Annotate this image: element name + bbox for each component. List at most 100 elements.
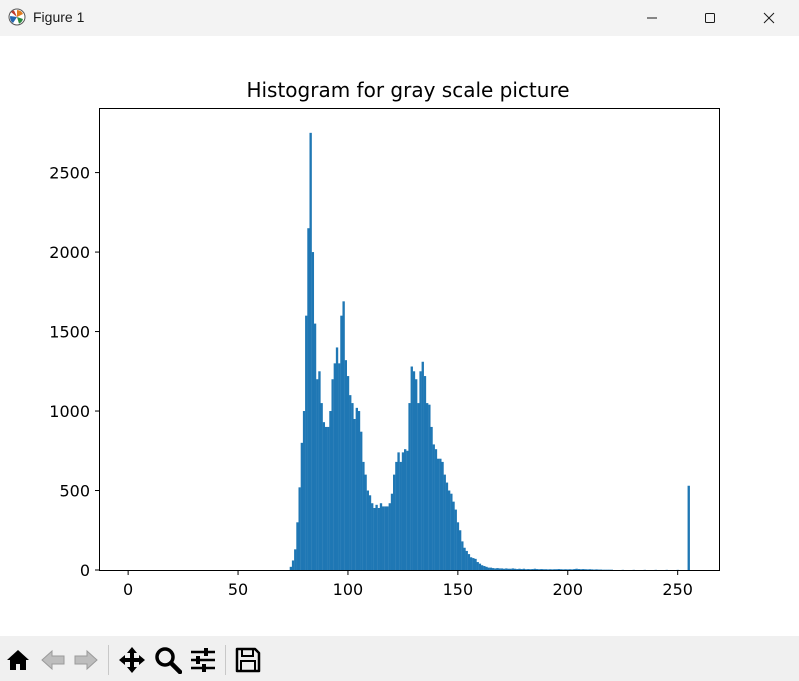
histogram-bar (289, 566, 293, 570)
histogram-bar (553, 569, 556, 570)
x-tick-label: 150 (443, 580, 474, 599)
histogram-bar (535, 569, 539, 570)
histogram-bar (538, 569, 541, 570)
back-button[interactable] (38, 645, 68, 675)
histogram-bar (338, 363, 341, 570)
histogram-bar (465, 550, 468, 570)
minimize-icon (647, 17, 657, 19)
figure-canvas[interactable]: Histogram for gray scale picture 0 50 100 1… (0, 36, 799, 636)
histogram-bar (331, 379, 334, 570)
zoom-button[interactable] (153, 645, 183, 675)
forward-button[interactable] (71, 645, 101, 675)
zoom-icon (155, 647, 182, 674)
configure-subplots-button[interactable] (188, 645, 218, 675)
x-tick-label: 100 (333, 580, 364, 599)
minimize-button[interactable] (623, 0, 681, 36)
histogram-bar (529, 569, 532, 570)
histogram-chart: Histogram for gray scale picture 0 50 100 1… (49, 78, 720, 599)
histogram-bar (419, 371, 422, 570)
histogram-bar (296, 522, 299, 570)
home-button[interactable] (3, 645, 33, 675)
histogram-bar (311, 252, 315, 570)
histogram-bar (302, 411, 306, 570)
histogram-bar (540, 569, 543, 570)
histogram-bar (560, 569, 563, 570)
histogram-bar (542, 569, 545, 570)
histogram-bar (366, 490, 369, 570)
histogram-bar (456, 522, 460, 570)
histogram-bar (516, 569, 519, 570)
histogram-bar (575, 568, 578, 570)
close-button[interactable] (740, 0, 798, 36)
histogram-bar (443, 474, 446, 570)
histogram-bar (421, 361, 424, 570)
histogram-bar (546, 569, 550, 570)
histogram-bar (384, 506, 387, 570)
histogram-bar (395, 461, 398, 570)
histogram-bars (289, 132, 690, 570)
histogram-bar (483, 566, 486, 570)
histogram-bar (401, 452, 405, 570)
configure-subplots-icon (191, 648, 215, 672)
maximize-button[interactable] (681, 0, 739, 36)
histogram-bar (478, 563, 482, 570)
histogram-bar (300, 442, 304, 570)
histogram-bar (549, 569, 552, 570)
histogram-bar (307, 228, 310, 570)
histogram-bar (357, 411, 361, 570)
y-tick-label: 2000 (49, 243, 90, 262)
x-tick-label: 50 (228, 580, 248, 599)
histogram-bar (298, 487, 301, 570)
histogram-bar (397, 452, 400, 570)
histogram-bar (511, 568, 515, 570)
histogram-bar (579, 569, 583, 570)
histogram-bar (494, 568, 497, 570)
histogram-bar (423, 376, 427, 570)
histogram-bar (406, 450, 409, 570)
matplotlib-logo-icon (8, 8, 26, 26)
histogram-bar (498, 568, 501, 570)
histogram-bar (590, 569, 594, 570)
histogram-bar (489, 567, 493, 570)
histogram-bar (364, 474, 367, 570)
histogram-bar (430, 426, 433, 570)
histogram-bar (520, 569, 523, 570)
histogram-bar (408, 403, 411, 570)
save-button[interactable] (233, 645, 263, 675)
x-tick-label: 200 (552, 580, 583, 599)
histogram-bar (447, 490, 451, 570)
histogram-bar (577, 569, 581, 570)
histogram-bar (390, 493, 394, 570)
histogram-bar (439, 458, 442, 570)
histogram-bar (505, 568, 508, 570)
histogram-bar (527, 569, 530, 570)
x-tick-label: 250 (662, 580, 693, 599)
toolbar-separator (225, 645, 226, 675)
histogram-bar (329, 411, 332, 570)
histogram-bar (441, 461, 444, 570)
histogram-bar (355, 407, 358, 570)
y-tick-label: 1000 (49, 402, 90, 421)
histogram-bar (412, 371, 416, 570)
histogram-bar (373, 508, 376, 570)
histogram-bar (324, 426, 328, 570)
histogram-bar (318, 371, 321, 570)
histogram-bar (586, 569, 589, 570)
axes-frame (99, 108, 720, 571)
histogram-bar (595, 569, 598, 570)
histogram-bar (524, 569, 528, 570)
histogram-bar (353, 418, 356, 570)
pan-icon (119, 647, 145, 673)
histogram-bar (500, 568, 504, 570)
y-tick-label: 500 (59, 482, 90, 501)
histogram-bar (566, 569, 570, 570)
window-title: Figure 1 (33, 9, 85, 25)
pan-button[interactable] (117, 645, 147, 675)
histogram-bar (417, 403, 420, 570)
y-axis: 0 500 1000 1500 2000 2500 (49, 164, 100, 580)
histogram-bar (562, 569, 565, 570)
histogram-bar (432, 444, 435, 570)
histogram-bar (480, 565, 484, 570)
histogram-bar (434, 449, 438, 570)
histogram-bar (588, 569, 591, 570)
